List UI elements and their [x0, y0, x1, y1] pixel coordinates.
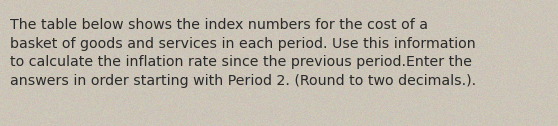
- Text: The table below shows the index numbers for the cost of a
basket of goods and se: The table below shows the index numbers …: [10, 18, 476, 88]
